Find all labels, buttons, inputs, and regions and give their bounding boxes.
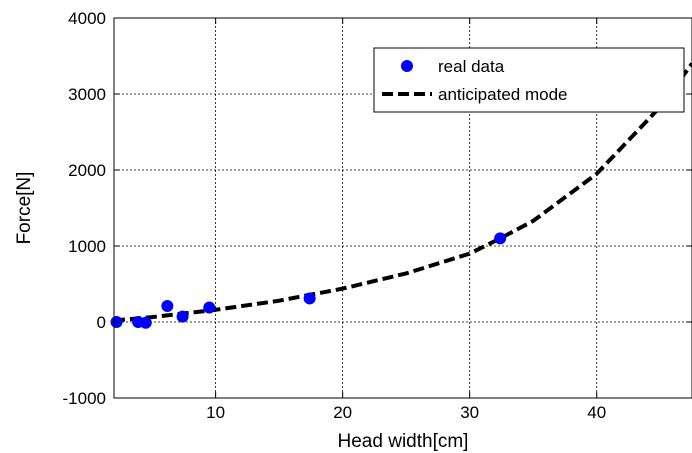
- axis-ticks: 10 20 30 40 -1000 0 1000 2000 3000 4000: [63, 9, 692, 422]
- legend-label-anticipated-mode: anticipated mode: [438, 85, 567, 104]
- series-line-anticipated-mode: [113, 62, 692, 323]
- legend-label-real-data: real data: [438, 57, 505, 76]
- x-axis-label: Head width[cm]: [338, 431, 469, 452]
- x-tick-label: 30: [460, 403, 479, 422]
- y-tick-label: 1000: [68, 237, 106, 256]
- legend: real data anticipated mode: [373, 47, 685, 113]
- y-axis-label: Force[N]: [14, 172, 35, 245]
- data-point-real-data: [161, 300, 174, 313]
- data-point-real-data: [176, 310, 189, 323]
- y-tick-label: -1000: [63, 389, 106, 408]
- y-tick-label: 0: [97, 313, 106, 332]
- x-tick-label: 20: [333, 403, 352, 422]
- data-point-real-data: [139, 316, 152, 329]
- y-tick-label: 4000: [68, 9, 106, 28]
- legend-marker-real-data: [401, 60, 413, 72]
- data-point-real-data: [494, 232, 507, 245]
- x-tick-label: 10: [206, 403, 225, 422]
- plot-frame: [113, 17, 692, 399]
- y-tick-label: 3000: [68, 85, 106, 104]
- y-tick-label: 2000: [68, 161, 106, 180]
- data-point-real-data: [203, 301, 216, 314]
- data-point-real-data: [303, 292, 316, 305]
- legend-box: [373, 47, 685, 113]
- x-tick-label: 40: [587, 403, 606, 422]
